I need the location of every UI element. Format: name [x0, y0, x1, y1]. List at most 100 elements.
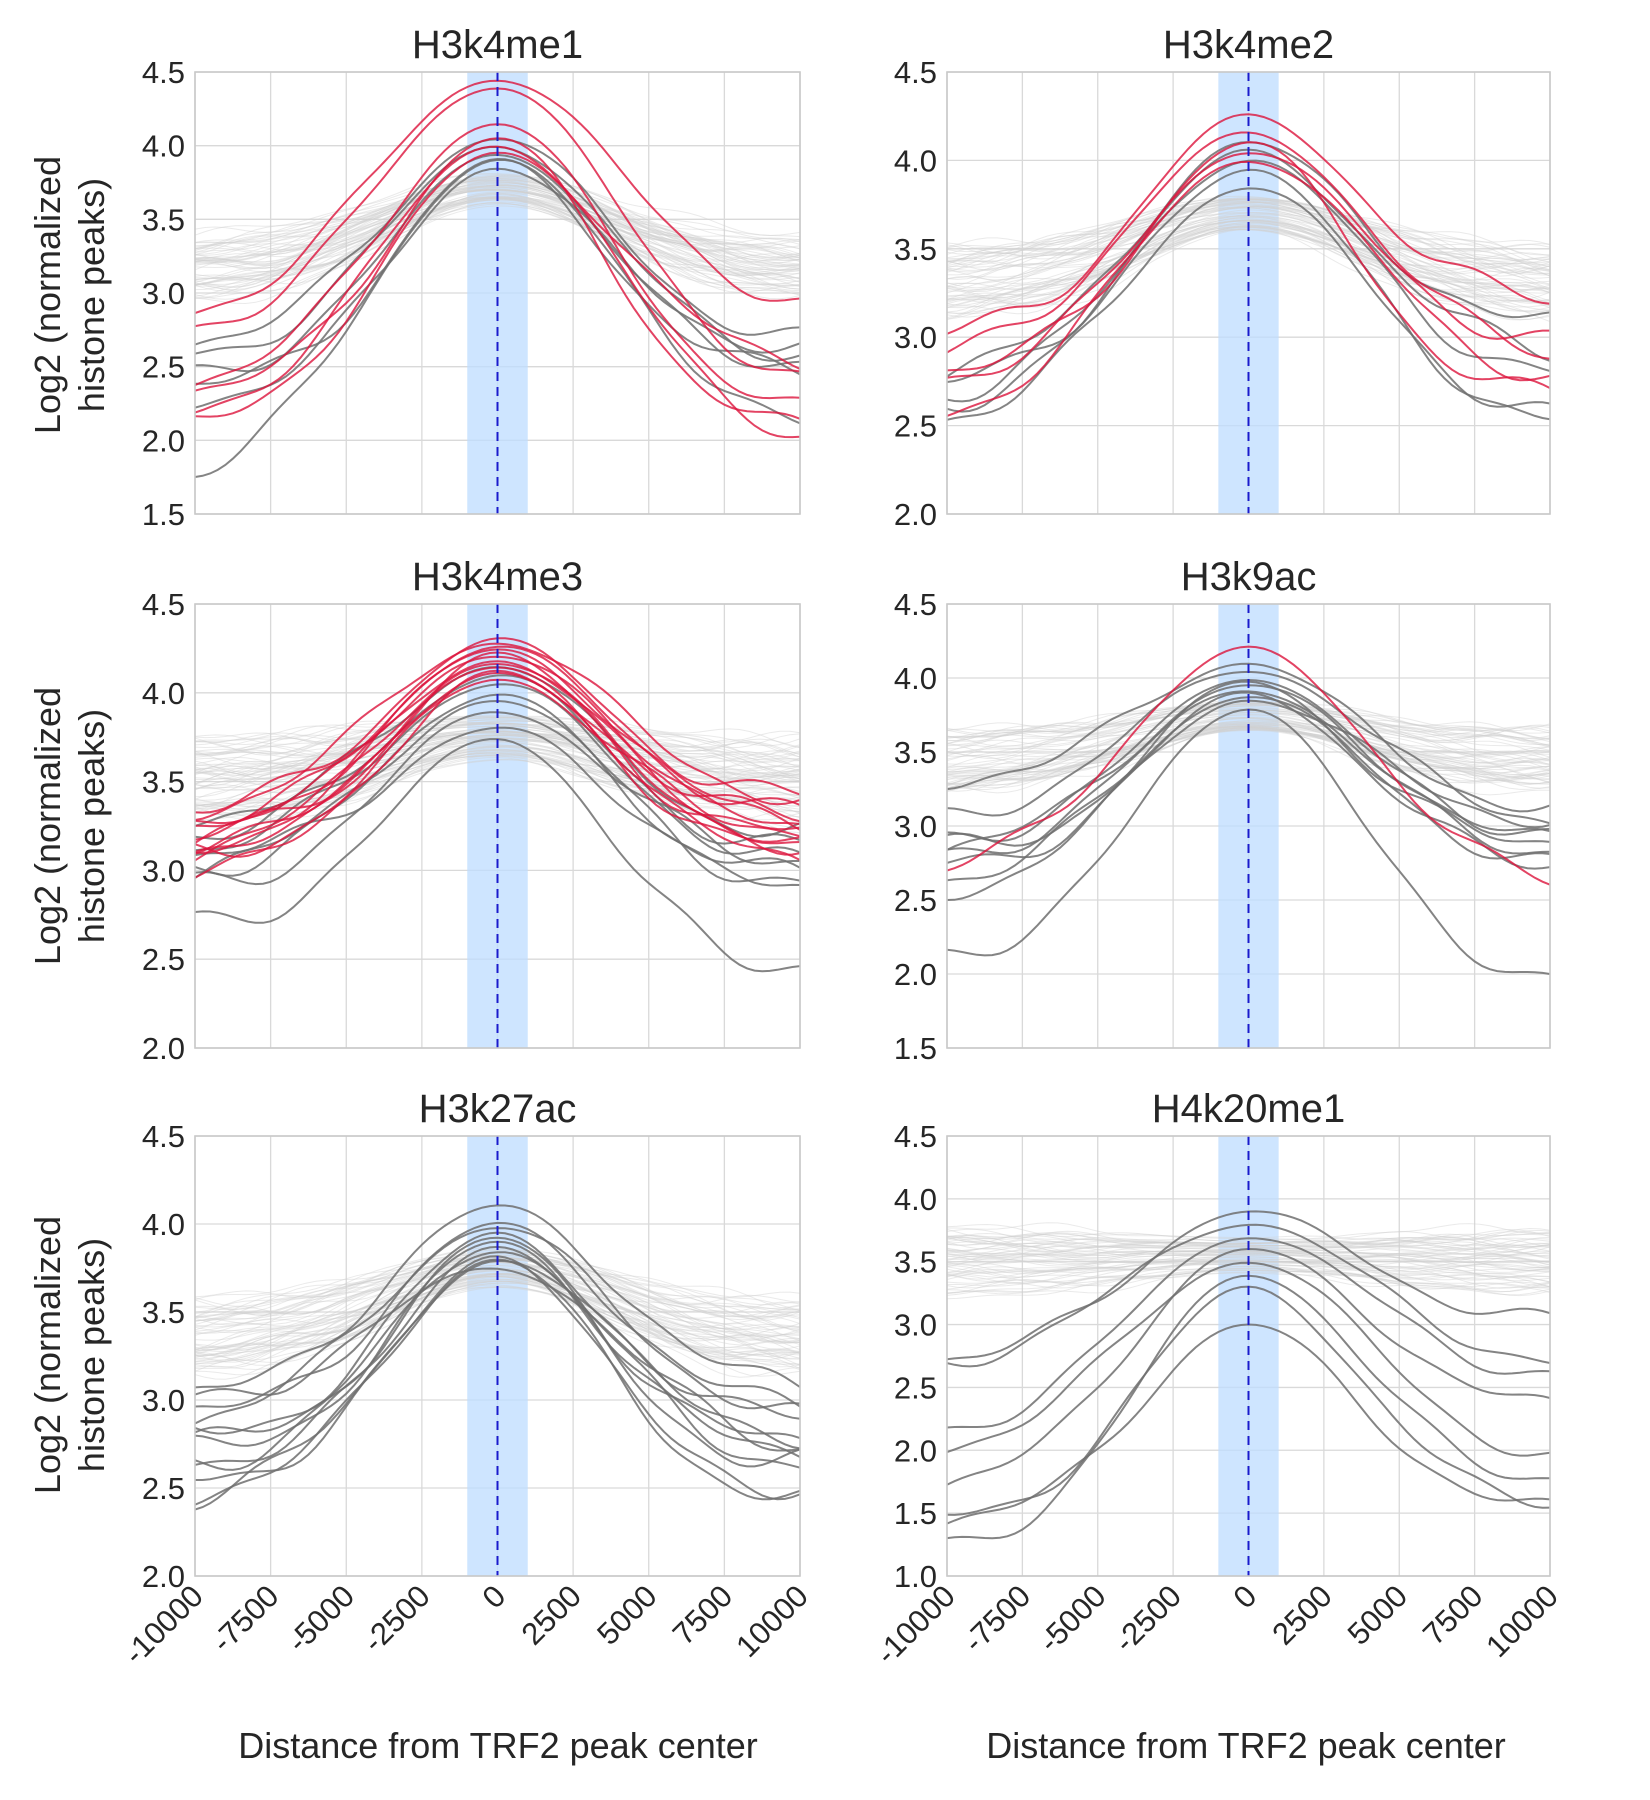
- background-line: [947, 1246, 1550, 1257]
- y-tick-label: 2.0: [894, 957, 937, 992]
- background-line: [195, 723, 800, 776]
- background-line: [195, 732, 800, 777]
- y-tick-label: 3.0: [142, 276, 185, 311]
- background-line: [195, 722, 800, 761]
- background-line: [195, 720, 800, 763]
- panel-title: H3k9ac: [1181, 555, 1317, 599]
- ylabel-line-2: histone peaks): [71, 1238, 112, 1472]
- ylabel-line-1: Log2 (normalized: [27, 156, 68, 434]
- x-tick-label: -2500: [1107, 1578, 1188, 1659]
- background-line: [947, 1252, 1550, 1268]
- background-line: [947, 204, 1550, 273]
- background-line: [947, 1269, 1550, 1296]
- y-tick-label: 2.5: [894, 1370, 937, 1405]
- x-tick-label: 5000: [1341, 1578, 1415, 1652]
- background-line: [947, 1248, 1550, 1262]
- y-tick-label: 2.5: [894, 409, 937, 444]
- background-line: [947, 1267, 1550, 1295]
- background-line: [195, 176, 800, 253]
- panel-h3k4me3: H3k4me3 2.0 2.5 3.0 3.5 4.0 4.5: [142, 555, 801, 1066]
- x-tick-label: 0: [476, 1578, 513, 1615]
- gray-line: [947, 1237, 1550, 1429]
- background-line: [947, 1265, 1550, 1288]
- highlight-band: [467, 604, 528, 1048]
- background-line: [195, 202, 800, 294]
- ylabel-line-2: histone peaks): [71, 709, 112, 943]
- y-tick-label: 2.0: [142, 423, 185, 458]
- panel-title: H3k4me2: [1163, 23, 1334, 67]
- y-tick-label: 4.0: [142, 676, 185, 711]
- plot-frame: [194, 1135, 801, 1577]
- plot-frame: [946, 603, 1551, 1049]
- y-tick-label: 2.0: [142, 1031, 185, 1066]
- gray-line: [947, 1223, 1550, 1368]
- background-line: [947, 1247, 1550, 1262]
- background-line: [947, 1252, 1550, 1266]
- y-tick-label: 3.0: [894, 1308, 937, 1343]
- y-tick-label: 4.5: [894, 55, 937, 90]
- background-line: [947, 219, 1550, 301]
- y-tick-label: 4.0: [894, 143, 937, 178]
- background-line: [195, 1264, 800, 1334]
- background-line: [947, 703, 1550, 742]
- y-tick-label: 2.5: [142, 942, 185, 977]
- background-line: [195, 750, 800, 822]
- background-line: [947, 704, 1550, 750]
- x-tick-label: -5000: [1032, 1578, 1113, 1659]
- y-tick-label: 2.5: [142, 1471, 185, 1506]
- gray-line: [195, 1267, 800, 1452]
- background-line: [947, 1248, 1550, 1264]
- background-line: [195, 722, 800, 756]
- ylabel-line-2: histone peaks): [71, 178, 112, 412]
- x-tick-label: -2500: [356, 1578, 437, 1659]
- background-line: [947, 1245, 1550, 1264]
- background-line: [947, 1250, 1550, 1264]
- background-line: [947, 219, 1550, 306]
- background-line: [947, 1270, 1550, 1294]
- background-line: [195, 1249, 800, 1313]
- series-group: [947, 645, 1550, 975]
- red-line: [195, 642, 800, 821]
- gray-line: [947, 691, 1550, 870]
- background-line: [195, 1280, 800, 1366]
- red-line: [947, 160, 1550, 417]
- gray-line: [195, 1236, 800, 1440]
- y-tick-label: 4.5: [894, 587, 937, 622]
- background-line: [195, 718, 800, 756]
- background-line: [947, 205, 1550, 271]
- x-tick-label: 7500: [1416, 1578, 1490, 1652]
- background-line: [947, 703, 1550, 743]
- xlabel-left: Distance from TRF2 peak center: [238, 1725, 758, 1766]
- background-line: [947, 703, 1550, 745]
- background-line: [195, 721, 800, 764]
- gray-line: [195, 158, 800, 478]
- background-line: [195, 734, 800, 781]
- background-line: [195, 1280, 800, 1368]
- background-line: [195, 1254, 800, 1322]
- background-line: [195, 732, 800, 782]
- background-line: [947, 1252, 1550, 1269]
- background-line: [195, 201, 800, 299]
- y-tick-label: 4.5: [142, 1119, 185, 1154]
- background-line: [947, 1253, 1550, 1267]
- background-line: [947, 723, 1550, 783]
- y-tick-label: 1.5: [142, 497, 185, 532]
- red-line: [947, 113, 1550, 335]
- background-line: [947, 720, 1550, 773]
- background-line: [947, 706, 1550, 747]
- background-line: [947, 723, 1550, 775]
- background-line: [947, 721, 1550, 771]
- y-tick-label: 3.0: [894, 809, 937, 844]
- background-line: [947, 721, 1550, 774]
- x-tick-label: -5000: [280, 1578, 361, 1659]
- y-tick-label: 3.5: [894, 232, 937, 267]
- background-line: [947, 206, 1550, 280]
- background-line: [195, 1270, 800, 1351]
- gray-line: [195, 1251, 800, 1471]
- gray-line: [947, 662, 1550, 813]
- y-tick-label: 1.5: [894, 1031, 937, 1066]
- background-line: [947, 218, 1550, 291]
- y-tick-label: 3.5: [894, 735, 937, 770]
- y-tick-label: 3.0: [894, 320, 937, 355]
- y-tick-label: 4.0: [142, 1207, 185, 1242]
